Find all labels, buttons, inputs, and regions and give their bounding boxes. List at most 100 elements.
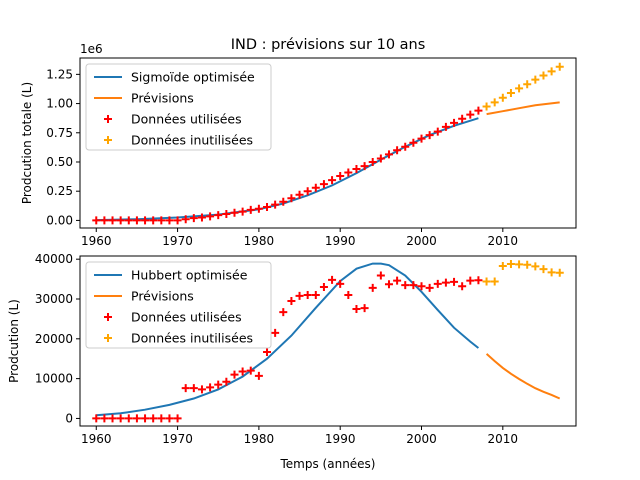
legend-label: Données utilisées bbox=[131, 112, 242, 127]
data-point-marker bbox=[368, 283, 377, 292]
data-point-marker bbox=[466, 276, 475, 285]
data-point-marker bbox=[384, 280, 393, 289]
tick-group: 1960 1970 1980 1990 2000 2010 0.00 0.25 0.50 0.75… bbox=[46, 67, 518, 248]
data-point-marker bbox=[515, 260, 524, 269]
data-point-marker bbox=[498, 93, 507, 102]
data-point-marker bbox=[271, 200, 280, 209]
series-line bbox=[96, 117, 479, 222]
legend-box bbox=[85, 261, 272, 349]
x-tick-label: 1960 bbox=[81, 432, 112, 446]
data-point-marker bbox=[433, 127, 442, 136]
data-point-marker bbox=[206, 212, 215, 221]
data-point-marker bbox=[141, 216, 150, 225]
tick-group: 1960 1970 1980 1990 2000 2010 0 10000 20000 30000… bbox=[35, 252, 518, 446]
data-point-marker bbox=[92, 414, 101, 423]
legend-box bbox=[85, 63, 272, 151]
x-axis-label: Temps (années) bbox=[280, 457, 376, 471]
legend-label: Données inutilisées bbox=[131, 331, 253, 346]
data-point-marker bbox=[173, 216, 182, 225]
data-point-marker bbox=[263, 202, 272, 211]
data-point-marker bbox=[393, 146, 402, 155]
data-point-marker bbox=[287, 296, 296, 305]
data-point-marker bbox=[108, 216, 117, 225]
data-point-marker bbox=[425, 283, 434, 292]
data-point-marker bbox=[116, 216, 125, 225]
data-point-marker bbox=[319, 283, 328, 292]
data-point-marker bbox=[393, 276, 402, 285]
data-point-marker bbox=[100, 216, 109, 225]
data-point-marker bbox=[458, 282, 467, 291]
data-point-marker bbox=[401, 281, 410, 290]
data-point-marker bbox=[466, 110, 475, 119]
y-tick-label: 20000 bbox=[35, 332, 73, 346]
data-point-marker bbox=[271, 328, 280, 337]
data-point-marker bbox=[254, 371, 263, 380]
data-point-marker bbox=[336, 279, 345, 288]
y-tick-label: 1.00 bbox=[46, 97, 73, 111]
data-point-marker bbox=[506, 89, 515, 98]
data-point-marker bbox=[230, 370, 239, 379]
y-tick-label: 10000 bbox=[35, 372, 73, 386]
y-tick-label: 0 bbox=[65, 411, 73, 425]
data-point-marker bbox=[360, 162, 369, 171]
data-point-marker bbox=[116, 414, 125, 423]
series-markers bbox=[92, 106, 483, 225]
y-tick-label: 0.00 bbox=[46, 213, 73, 227]
data-point-marker bbox=[238, 367, 247, 376]
data-point-marker bbox=[157, 414, 166, 423]
data-point-marker bbox=[547, 268, 556, 277]
series-group bbox=[92, 259, 564, 423]
data-point-marker bbox=[441, 122, 450, 131]
x-tick-label: 2010 bbox=[488, 432, 519, 446]
data-point-marker bbox=[165, 414, 174, 423]
y-tick-label: 0.25 bbox=[46, 184, 73, 198]
data-point-marker bbox=[450, 118, 459, 127]
data-point-marker bbox=[376, 271, 385, 280]
data-point-marker bbox=[555, 62, 564, 71]
x-tick-label: 1960 bbox=[81, 234, 112, 248]
legend-marker-swatch bbox=[104, 313, 112, 321]
data-point-marker bbox=[539, 71, 548, 80]
data-point-marker bbox=[295, 190, 304, 199]
data-point-marker bbox=[376, 154, 385, 163]
data-point-marker bbox=[417, 134, 426, 143]
y-axis-label: Prodcution totale (L) bbox=[20, 82, 34, 204]
data-point-marker bbox=[214, 211, 223, 220]
data-point-marker bbox=[523, 260, 532, 269]
series-line bbox=[96, 117, 479, 222]
data-point-marker bbox=[506, 259, 515, 268]
data-point-marker bbox=[303, 187, 312, 196]
data-point-marker bbox=[490, 277, 499, 286]
y-tick-label: 40000 bbox=[35, 252, 73, 266]
y-axis-offset-label: 1e6 bbox=[80, 42, 103, 56]
data-point-marker bbox=[124, 414, 133, 423]
data-point-marker bbox=[141, 414, 150, 423]
data-point-marker bbox=[425, 131, 434, 140]
data-point-marker bbox=[336, 172, 345, 181]
data-point-marker bbox=[181, 215, 190, 224]
figure-title: IND : prévisions sur 10 ans bbox=[231, 37, 426, 53]
data-point-marker bbox=[409, 138, 418, 147]
data-point-marker bbox=[515, 84, 524, 93]
data-point-marker bbox=[197, 213, 206, 222]
data-point-marker bbox=[352, 164, 361, 173]
data-point-marker bbox=[124, 216, 133, 225]
data-point-marker bbox=[230, 208, 239, 217]
y-axis-label: Prodcution (L) bbox=[7, 299, 21, 383]
legend-label: Données utilisées bbox=[131, 310, 242, 325]
legend-marker-swatch bbox=[104, 334, 112, 342]
data-point-marker bbox=[344, 168, 353, 177]
series-line bbox=[485, 353, 561, 400]
legend-marker-swatch bbox=[104, 115, 112, 123]
data-point-marker bbox=[401, 142, 410, 151]
x-tick-label: 2000 bbox=[406, 432, 437, 446]
y-tick-label: 0.75 bbox=[46, 126, 73, 140]
data-point-marker bbox=[368, 157, 377, 166]
data-point-marker bbox=[498, 261, 507, 270]
data-point-marker bbox=[92, 216, 101, 225]
y-tick-label: 0.50 bbox=[46, 155, 73, 169]
legend-label: Prévisions bbox=[131, 91, 194, 106]
data-point-marker bbox=[433, 279, 442, 288]
cumulative-production-chart: 1960 1970 1980 1990 2000 2010 0.00 0.25 0.50 0.75… bbox=[20, 42, 577, 248]
